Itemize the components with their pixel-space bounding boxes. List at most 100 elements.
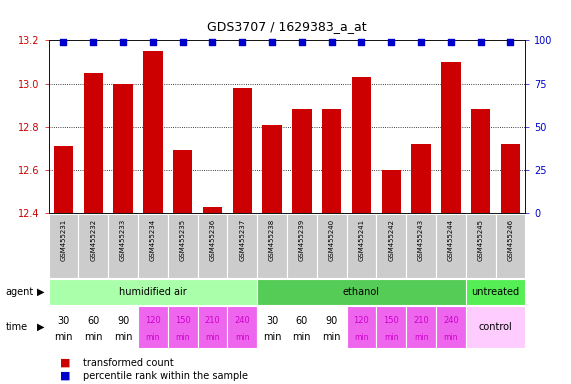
Text: 60: 60 bbox=[296, 316, 308, 326]
Text: 30: 30 bbox=[266, 316, 278, 326]
Point bbox=[447, 39, 456, 45]
Text: min: min bbox=[205, 333, 220, 342]
Bar bbox=[262, 124, 282, 213]
Text: min: min bbox=[354, 333, 369, 342]
Text: 210: 210 bbox=[204, 316, 220, 325]
Bar bbox=[352, 77, 371, 213]
Point bbox=[387, 39, 396, 45]
Bar bbox=[168, 214, 198, 278]
Text: control: control bbox=[478, 322, 512, 332]
Bar bbox=[347, 214, 376, 278]
Point bbox=[89, 39, 98, 45]
Text: 210: 210 bbox=[413, 316, 429, 325]
Text: GSM455235: GSM455235 bbox=[180, 219, 186, 261]
Text: min: min bbox=[292, 332, 311, 342]
Text: GSM455232: GSM455232 bbox=[90, 219, 96, 261]
Point bbox=[327, 39, 336, 45]
Text: GSM455245: GSM455245 bbox=[477, 219, 484, 261]
Bar bbox=[292, 109, 312, 213]
Bar bbox=[441, 62, 460, 213]
Text: GSM455234: GSM455234 bbox=[150, 219, 156, 261]
Bar bbox=[198, 306, 227, 348]
Text: ▶: ▶ bbox=[37, 322, 45, 332]
Bar bbox=[227, 306, 257, 348]
Bar bbox=[232, 88, 252, 213]
Text: time: time bbox=[6, 322, 28, 332]
Text: min: min bbox=[263, 332, 282, 342]
Text: 120: 120 bbox=[353, 316, 369, 325]
Point bbox=[267, 39, 276, 45]
Text: GSM455236: GSM455236 bbox=[210, 219, 215, 261]
Bar bbox=[54, 146, 73, 213]
Text: GSM455231: GSM455231 bbox=[61, 219, 66, 261]
Text: 150: 150 bbox=[175, 316, 191, 325]
Bar bbox=[168, 306, 198, 348]
Bar bbox=[436, 306, 466, 348]
Text: 60: 60 bbox=[87, 316, 99, 326]
Text: 90: 90 bbox=[117, 316, 129, 326]
Text: ethanol: ethanol bbox=[343, 287, 380, 297]
Bar bbox=[49, 214, 78, 278]
Text: min: min bbox=[114, 332, 132, 342]
Text: transformed count: transformed count bbox=[83, 358, 174, 368]
Bar bbox=[406, 306, 436, 348]
Point bbox=[178, 39, 187, 45]
Point bbox=[297, 39, 307, 45]
Bar bbox=[496, 214, 525, 278]
Text: min: min bbox=[323, 332, 341, 342]
Point bbox=[59, 39, 68, 45]
Bar bbox=[381, 170, 401, 213]
Text: GSM455246: GSM455246 bbox=[508, 219, 513, 261]
Text: 240: 240 bbox=[234, 316, 250, 325]
Point bbox=[208, 39, 217, 45]
Bar bbox=[227, 214, 257, 278]
Bar bbox=[108, 214, 138, 278]
Bar bbox=[466, 279, 525, 305]
Text: min: min bbox=[54, 332, 73, 342]
Bar bbox=[347, 306, 376, 348]
Bar bbox=[466, 214, 496, 278]
Text: GSM455233: GSM455233 bbox=[120, 219, 126, 261]
Text: GSM455239: GSM455239 bbox=[299, 219, 305, 261]
Bar bbox=[287, 214, 317, 278]
Bar bbox=[317, 214, 347, 278]
Bar bbox=[466, 306, 525, 348]
Text: min: min bbox=[444, 333, 458, 342]
Bar bbox=[257, 214, 287, 278]
Bar bbox=[257, 306, 287, 348]
Text: agent: agent bbox=[6, 287, 34, 297]
Text: min: min bbox=[414, 333, 428, 342]
Text: humidified air: humidified air bbox=[119, 287, 187, 297]
Text: GSM455240: GSM455240 bbox=[329, 219, 335, 261]
Bar bbox=[143, 51, 163, 213]
Bar bbox=[322, 109, 341, 213]
Bar bbox=[376, 306, 406, 348]
Text: GSM455242: GSM455242 bbox=[388, 219, 394, 261]
Text: min: min bbox=[175, 333, 190, 342]
Point bbox=[148, 39, 158, 45]
Bar bbox=[376, 214, 406, 278]
Bar bbox=[114, 84, 132, 213]
Point bbox=[506, 39, 515, 45]
Text: min: min bbox=[384, 333, 399, 342]
Text: 30: 30 bbox=[57, 316, 70, 326]
Bar bbox=[49, 279, 257, 305]
Point bbox=[416, 39, 425, 45]
Text: 150: 150 bbox=[383, 316, 399, 325]
Text: min: min bbox=[235, 333, 250, 342]
Text: ▶: ▶ bbox=[37, 287, 45, 297]
Point bbox=[118, 39, 127, 45]
Bar bbox=[471, 109, 490, 213]
Bar bbox=[317, 306, 347, 348]
Text: GSM455241: GSM455241 bbox=[359, 219, 364, 261]
Bar bbox=[411, 144, 431, 213]
Bar bbox=[198, 214, 227, 278]
Bar bbox=[49, 306, 78, 348]
Text: min: min bbox=[84, 332, 102, 342]
Text: 90: 90 bbox=[325, 316, 338, 326]
Text: percentile rank within the sample: percentile rank within the sample bbox=[83, 371, 248, 381]
Bar bbox=[436, 214, 466, 278]
Point bbox=[476, 39, 485, 45]
Text: min: min bbox=[146, 333, 160, 342]
Text: GSM455237: GSM455237 bbox=[239, 219, 245, 261]
